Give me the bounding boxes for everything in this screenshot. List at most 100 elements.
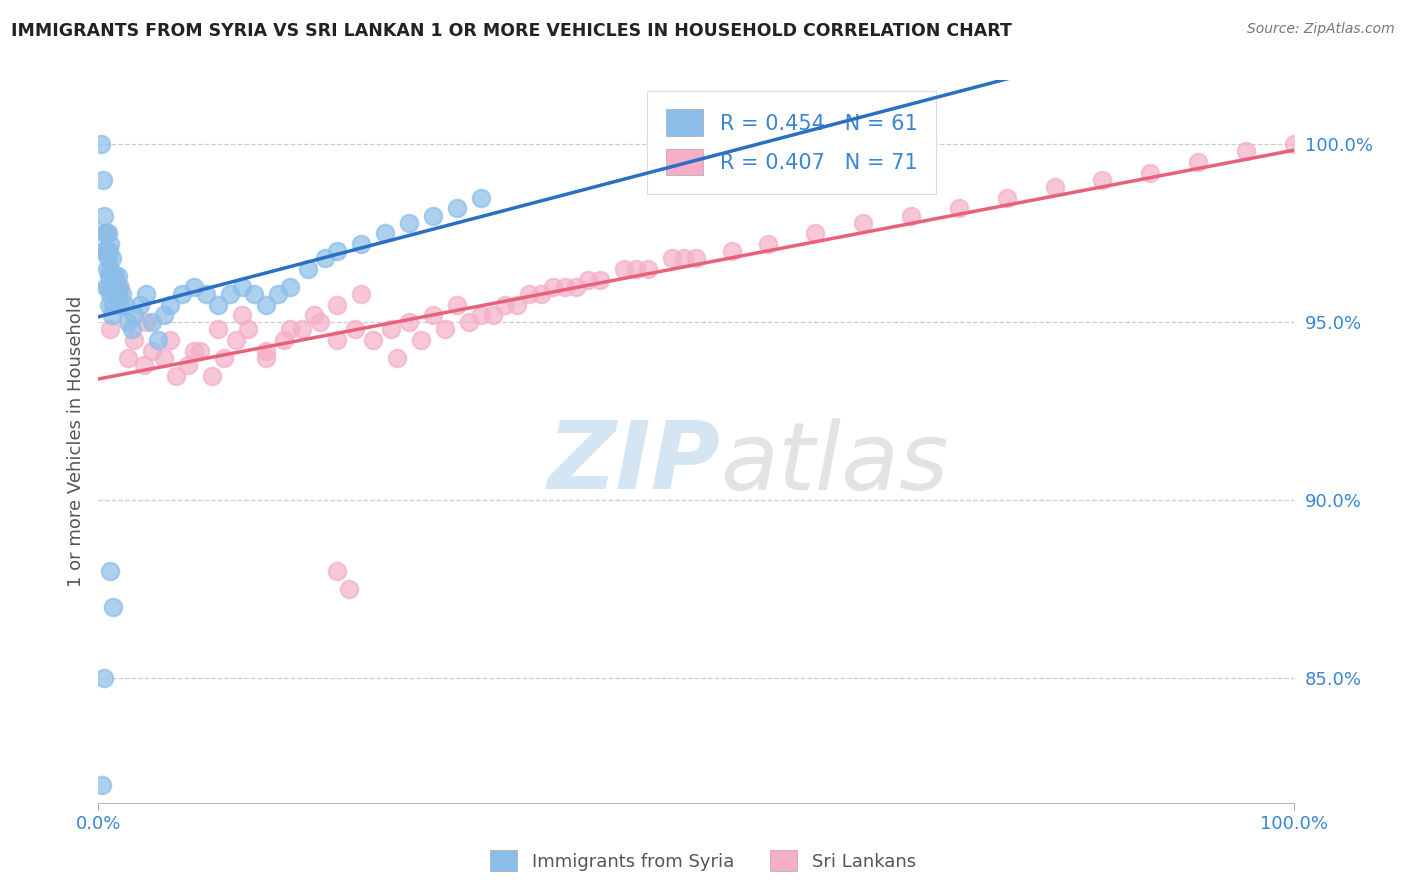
Point	[98, 297, 121, 311]
Point	[948, 202, 970, 216]
Point	[481, 308, 505, 322]
Point	[107, 286, 129, 301]
Point	[108, 279, 131, 293]
Point	[117, 351, 139, 365]
Point	[326, 244, 349, 259]
Point	[135, 315, 157, 329]
Point	[315, 252, 337, 266]
Point	[93, 671, 115, 685]
Point	[278, 322, 301, 336]
Point	[117, 315, 139, 329]
Point	[254, 351, 277, 365]
Point	[90, 137, 112, 152]
Point	[613, 261, 636, 276]
Point	[637, 261, 659, 276]
Point	[91, 244, 114, 259]
Point	[124, 308, 146, 322]
Point	[661, 252, 683, 266]
Point	[96, 261, 118, 276]
Point	[97, 279, 120, 293]
Point	[104, 268, 127, 283]
Point	[446, 297, 468, 311]
Point	[183, 279, 205, 293]
Point	[756, 237, 779, 252]
Point	[98, 268, 121, 283]
Legend: R = 0.454   N = 61, R = 0.407   N = 71: R = 0.454 N = 61, R = 0.407 N = 71	[647, 91, 936, 194]
Point	[225, 333, 247, 347]
Point	[626, 261, 648, 276]
Point	[900, 209, 922, 223]
Point	[96, 244, 118, 259]
Point	[458, 315, 481, 329]
Point	[1234, 145, 1257, 159]
Point	[506, 297, 529, 311]
Point	[243, 286, 266, 301]
Point	[100, 308, 122, 322]
Point	[398, 216, 420, 230]
Point	[97, 252, 120, 266]
Point	[105, 279, 128, 293]
Point	[219, 286, 242, 301]
Point	[101, 268, 124, 283]
Point	[385, 351, 409, 365]
Point	[172, 286, 194, 301]
Point	[236, 322, 259, 336]
Point	[98, 237, 122, 252]
Point	[98, 244, 121, 259]
Point	[363, 333, 385, 347]
Point	[422, 209, 444, 223]
Point	[411, 333, 433, 347]
Point	[98, 261, 122, 276]
Point	[398, 315, 420, 329]
Point	[350, 286, 373, 301]
Point	[183, 343, 205, 358]
Point	[685, 252, 707, 266]
Point	[302, 308, 325, 322]
Point	[554, 279, 576, 293]
Point	[100, 279, 122, 293]
Point	[578, 272, 600, 286]
Point	[326, 297, 349, 311]
Point	[91, 778, 114, 792]
Point	[231, 308, 253, 322]
Point	[94, 279, 117, 293]
Point	[97, 227, 120, 241]
Point	[107, 268, 129, 283]
Point	[326, 333, 349, 347]
Point	[100, 252, 122, 266]
Point	[91, 173, 114, 187]
Text: atlas: atlas	[720, 417, 948, 508]
Point	[470, 191, 492, 205]
Point	[107, 279, 129, 293]
Point	[1187, 155, 1209, 169]
Point	[159, 333, 181, 347]
Point	[114, 297, 136, 311]
Point	[1043, 180, 1066, 194]
Legend: Immigrants from Syria, Sri Lankans: Immigrants from Syria, Sri Lankans	[484, 843, 922, 879]
Point	[93, 227, 115, 241]
Point	[195, 286, 218, 301]
Point	[380, 322, 402, 336]
Point	[96, 227, 118, 241]
Point	[177, 358, 200, 372]
Point	[297, 261, 319, 276]
Point	[101, 600, 124, 615]
Point	[124, 333, 146, 347]
Point	[350, 237, 373, 252]
Point	[159, 297, 181, 311]
Point	[446, 202, 468, 216]
Point	[141, 315, 163, 329]
Point	[111, 286, 134, 301]
Point	[132, 358, 155, 372]
Point	[108, 297, 131, 311]
Point	[98, 322, 122, 336]
Point	[278, 279, 301, 293]
Point	[517, 286, 540, 301]
Point	[201, 368, 224, 383]
Point	[101, 297, 124, 311]
Point	[135, 286, 157, 301]
Point	[267, 286, 290, 301]
Point	[291, 322, 314, 336]
Point	[374, 227, 396, 241]
Point	[721, 244, 744, 259]
